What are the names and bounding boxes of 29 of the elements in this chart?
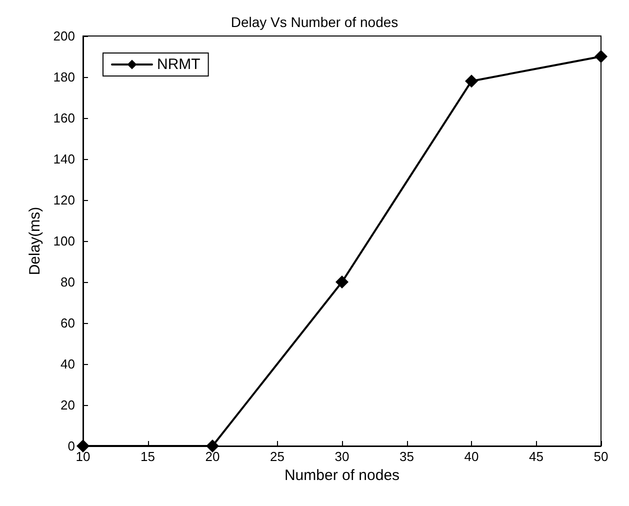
y-tick-label: 20 — [60, 398, 75, 412]
x-tick-label: 45 — [529, 449, 544, 464]
y-tick-label: 180 — [53, 70, 75, 84]
point — [76, 440, 90, 452]
point — [465, 74, 478, 88]
x-tick-label: 15 — [140, 449, 155, 464]
x-tick-label: 50 — [594, 449, 608, 464]
point — [594, 50, 608, 63]
legend-label: NRMT — [157, 56, 200, 73]
chart-title: Delay Vs Number of nodes — [230, 14, 398, 30]
y-tick-label: 60 — [60, 316, 75, 330]
x-tick-label: 25 — [270, 449, 284, 464]
x-tick-label: 40 — [464, 449, 479, 464]
x-tick-label: 30 — [334, 449, 350, 464]
y-tick-label: 100 — [53, 234, 75, 248]
y-tick-label: 200 — [53, 28, 75, 44]
y-tick-label: 120 — [53, 192, 75, 208]
x-tick-label: 10 — [76, 449, 90, 464]
y-axis-title: Delay(ms) — [26, 206, 44, 276]
y-tick-label: 160 — [53, 110, 75, 126]
x-tick-label: 20 — [205, 449, 220, 464]
y-tick-label: 80 — [60, 274, 75, 290]
x-tick-label: 35 — [400, 449, 414, 464]
y-tick-label: 140 — [53, 152, 75, 166]
x-axis-title: Number of nodes — [284, 467, 400, 484]
y-tick-label: 40 — [60, 356, 75, 372]
point — [206, 440, 219, 452]
y-tick-label: 0 — [68, 438, 75, 454]
point — [336, 276, 348, 288]
